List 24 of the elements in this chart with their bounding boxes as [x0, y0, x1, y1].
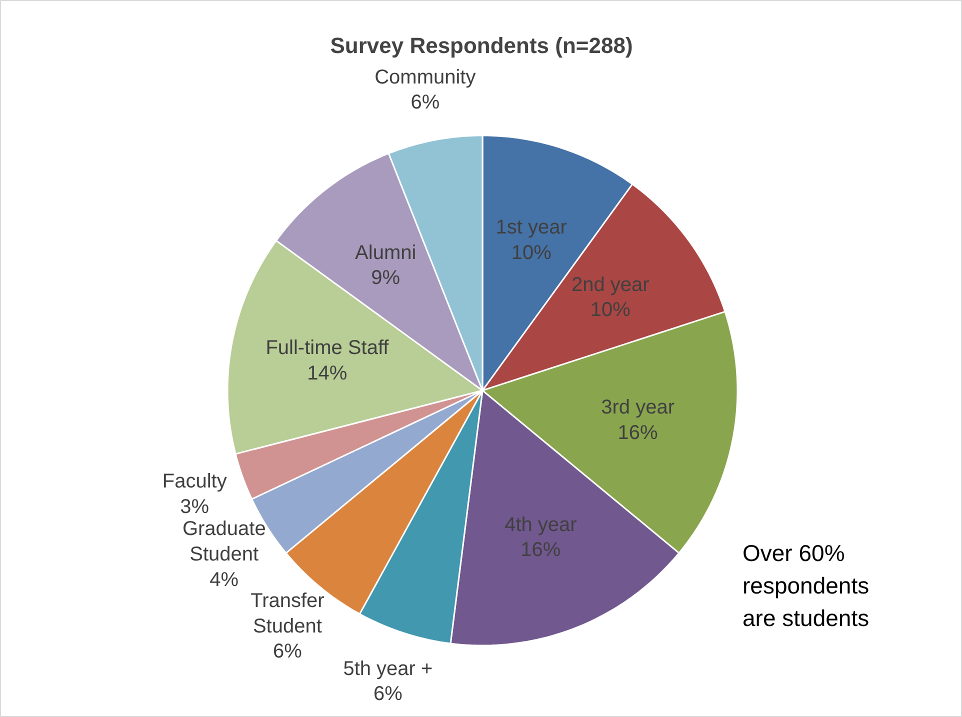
- data-label: 6%: [272, 640, 302, 663]
- slice-label: Community: [374, 66, 476, 88]
- data-label: 14%: [307, 362, 348, 385]
- text: Over 60% respondents are students: [742, 540, 870, 631]
- slice-label: 5th year +: [343, 658, 433, 680]
- data-label: 16%: [520, 539, 561, 562]
- slice-label: Faculty: [162, 470, 227, 493]
- data-label: 6%: [373, 683, 403, 706]
- data-label: 9%: [371, 267, 400, 290]
- data-label: 3%: [180, 496, 210, 518]
- slice-label: 3rd year: [601, 396, 675, 418]
- data-label: 10%: [590, 299, 631, 322]
- slice-label: Transfer Student: [250, 590, 325, 638]
- slice-label: Graduate Student: [182, 518, 266, 566]
- slice-label: 4th year: [504, 514, 578, 536]
- chart-title: Survey Respondents (n=288): [330, 33, 633, 58]
- slice-label: Alumni: [355, 242, 416, 264]
- slice-label: 2nd year: [571, 274, 650, 296]
- slice-label: Full-time Staff: [266, 337, 390, 360]
- data-label: 16%: [618, 422, 658, 444]
- data-label: 4%: [210, 568, 239, 591]
- data-label: 6%: [410, 92, 440, 114]
- slice-label: 1st year: [496, 216, 568, 238]
- data-label: 10%: [511, 242, 552, 264]
